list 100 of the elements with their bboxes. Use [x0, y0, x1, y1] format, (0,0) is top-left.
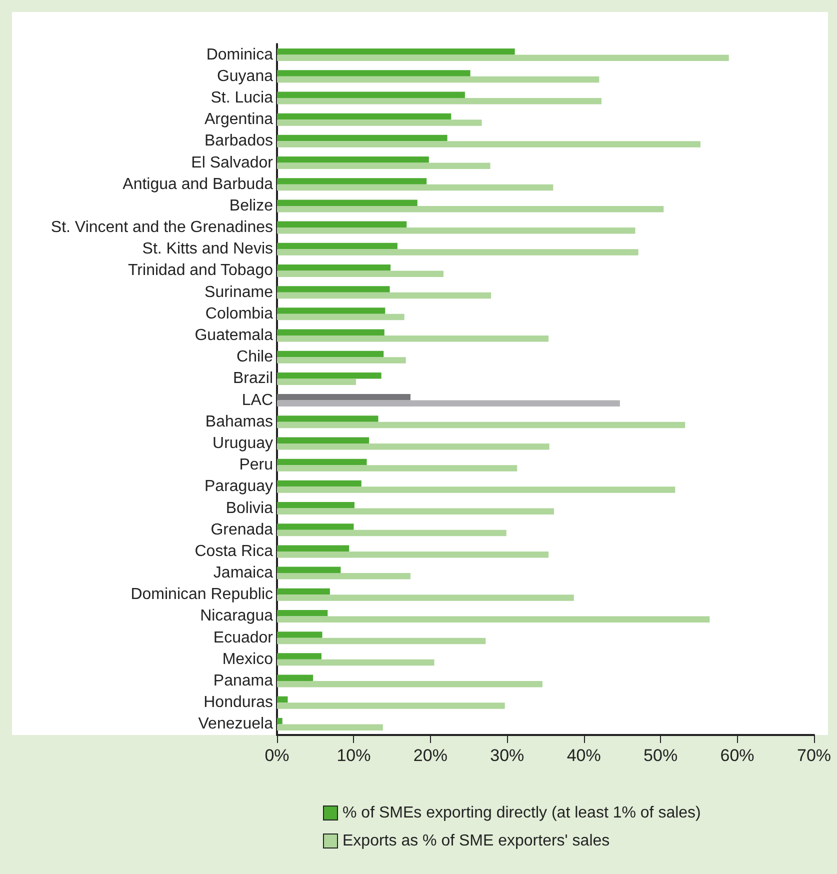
- bar: [277, 264, 391, 271]
- bar: [277, 400, 620, 407]
- x-tick-label: 60%: [720, 746, 754, 765]
- bar: [277, 249, 638, 256]
- bar: [277, 92, 465, 98]
- bar: [277, 530, 506, 536]
- y-tick-label: Suriname: [204, 284, 274, 301]
- y-tick-label: Nicaragua: [200, 608, 274, 625]
- y-tick-label: Barbados: [204, 132, 273, 150]
- bar: [277, 134, 448, 142]
- bar: [277, 113, 452, 120]
- x-tick-label: 50%: [644, 746, 678, 765]
- y-tick-label: St. Vincent and the Grenadines: [50, 219, 273, 236]
- bar: [277, 437, 370, 444]
- bar: [277, 566, 341, 574]
- bar: [277, 156, 429, 163]
- y-tick-label: Bolivia: [226, 500, 274, 517]
- bar: [277, 416, 378, 422]
- y-tick-label: Panama: [213, 672, 274, 690]
- bar: [277, 443, 550, 450]
- bar: [277, 70, 470, 76]
- bar: [277, 286, 390, 292]
- bar: [277, 480, 362, 487]
- bar: [277, 270, 444, 277]
- y-tick-label: Trinidad and Tobago: [128, 262, 274, 280]
- y-tick-label: Venezuela: [198, 716, 274, 733]
- y-tick-label: Grenada: [210, 521, 274, 538]
- bar: [277, 616, 710, 622]
- bar: [277, 336, 549, 342]
- bar: [277, 573, 410, 580]
- bar: [277, 54, 729, 62]
- x-tick-label: 20%: [413, 746, 448, 765]
- bar: [277, 372, 382, 379]
- bar: [277, 718, 282, 724]
- bar: [277, 329, 384, 336]
- bar: [277, 458, 367, 466]
- y-tick-label: Chile: [236, 348, 274, 366]
- bar: [277, 228, 636, 234]
- y-tick-label: Guyana: [216, 68, 274, 85]
- legend-label: % of SMEs exporting directly (at least 1% of sales): [342, 804, 701, 822]
- y-tick-label: Paraguay: [204, 478, 273, 496]
- y-tick-label: St. Lucia: [210, 89, 274, 106]
- bar: [277, 465, 518, 472]
- bar: [277, 394, 410, 400]
- bar: [277, 178, 427, 184]
- y-tick-label: Colombia: [205, 305, 274, 322]
- bar: [277, 308, 386, 314]
- bar: [277, 422, 686, 428]
- bar: [277, 184, 554, 191]
- bar: [277, 594, 574, 601]
- y-tick-label: Antigua and Barbuda: [122, 176, 274, 193]
- bar: [277, 242, 398, 250]
- bar: [277, 508, 554, 515]
- bar: [277, 141, 700, 148]
- bar: [277, 681, 542, 688]
- bar: [277, 524, 354, 530]
- y-tick-label: Honduras: [204, 694, 273, 712]
- y-tick-label: Dominica: [206, 46, 274, 64]
- x-tick-label: 70%: [796, 746, 832, 765]
- bar: [277, 638, 486, 644]
- bar: [277, 162, 490, 170]
- bar: [277, 502, 354, 508]
- y-tick-label: Mexico: [222, 650, 274, 668]
- bar: [277, 98, 602, 104]
- y-tick-label: Bahamas: [205, 413, 273, 430]
- bar: [277, 314, 404, 320]
- y-tick-label: Uruguay: [212, 434, 273, 452]
- y-tick-label: Jamaica: [213, 564, 274, 582]
- x-tick-label: 40%: [566, 746, 601, 765]
- x-tick-label: 0%: [264, 746, 290, 765]
- bar: [277, 545, 350, 552]
- bar: [277, 120, 482, 126]
- x-tick-label: 30%: [490, 746, 524, 765]
- bar: [277, 659, 434, 666]
- y-tick-label: Belize: [229, 197, 274, 214]
- bar: [277, 551, 549, 558]
- y-tick-label: Peru: [239, 456, 273, 474]
- bar: [277, 292, 492, 299]
- bar: [277, 724, 383, 730]
- bar: [277, 200, 418, 206]
- legend-label: Exports as % of SME exporters' sales: [342, 832, 610, 850]
- bar: [277, 588, 330, 595]
- y-tick-label: Dominican Republic: [130, 586, 273, 604]
- bar: [277, 357, 406, 364]
- bar: [277, 221, 407, 228]
- y-tick-label: Brazil: [232, 370, 273, 388]
- bar: [277, 674, 314, 682]
- bar: [277, 486, 676, 493]
- y-tick-label: Guatemala: [194, 327, 274, 344]
- bar: [277, 696, 288, 703]
- bar: [277, 76, 600, 83]
- y-tick-label: St. Kitts and Nevis: [142, 240, 273, 258]
- bar: [277, 653, 322, 660]
- y-tick-label: Argentina: [204, 111, 274, 128]
- x-tick-label: 10%: [336, 746, 371, 765]
- y-tick-label: Costa Rica: [194, 542, 274, 560]
- bar: [277, 350, 384, 358]
- y-tick-label: LAC: [242, 392, 273, 409]
- bar: [277, 610, 328, 616]
- bar: [277, 702, 505, 709]
